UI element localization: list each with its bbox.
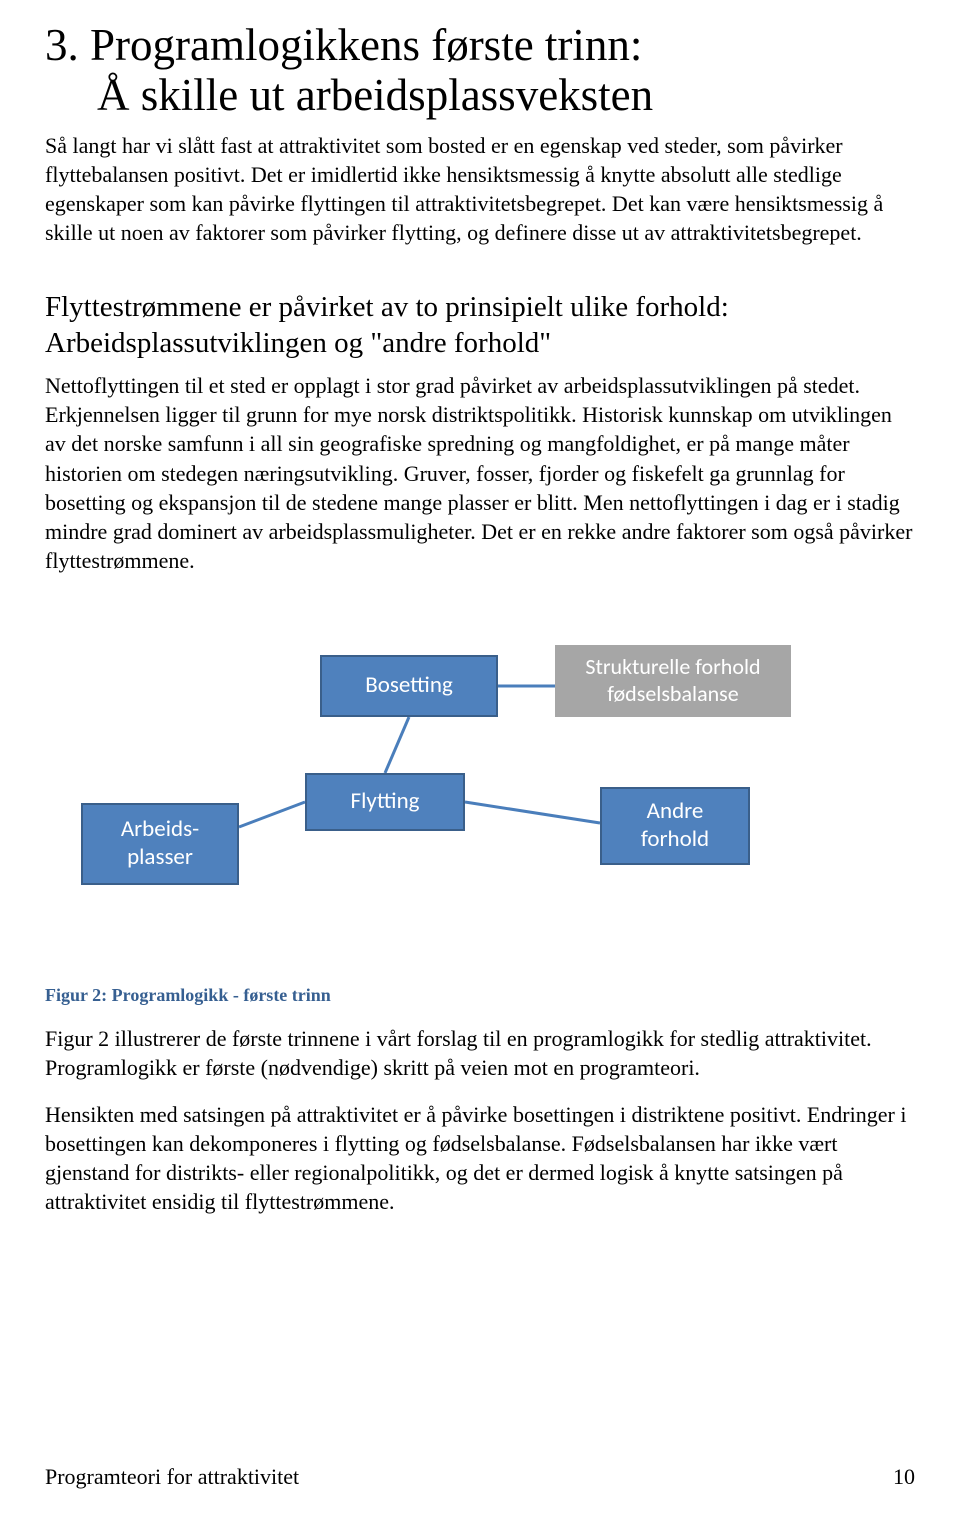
node-flytting: Flytting (305, 773, 465, 831)
figure-caption: Figur 2: Programlogikk - første trinn (45, 985, 915, 1006)
node-bosetting: Bosetting (320, 655, 498, 717)
node-andre: Andreforhold (600, 787, 750, 865)
page-title: 3. Programlogikkens første trinn: Å skil… (45, 20, 915, 121)
footer-page-number: 10 (893, 1464, 915, 1490)
node-arbeidsplasser: Arbeids-plasser (81, 803, 239, 885)
program-logic-diagram: Bosetting Strukturelle forholdfødselsbal… (45, 655, 915, 915)
paragraph-4: Hensikten med satsingen på attraktivitet… (45, 1100, 915, 1216)
paragraph-2: Nettoflyttingen til et sted er opplagt i… (45, 371, 915, 574)
node-strukturelle: Strukturelle forholdfødselsbalanse (555, 645, 791, 717)
intro-paragraph: Så langt har vi slått fast at attraktivi… (45, 131, 915, 247)
page-title-line2: Å skille ut arbeidsplassveksten (45, 70, 915, 120)
page-footer: Programteori for attraktivitet 10 (45, 1464, 915, 1490)
sub-heading: Flyttestrømmene er påvirket av to prinsi… (45, 289, 915, 362)
footer-left: Programteori for attraktivitet (45, 1464, 299, 1490)
page-title-line1: 3. Programlogikkens første trinn: (45, 20, 915, 70)
paragraph-3: Figur 2 illustrerer de første trinnene i… (45, 1024, 915, 1082)
